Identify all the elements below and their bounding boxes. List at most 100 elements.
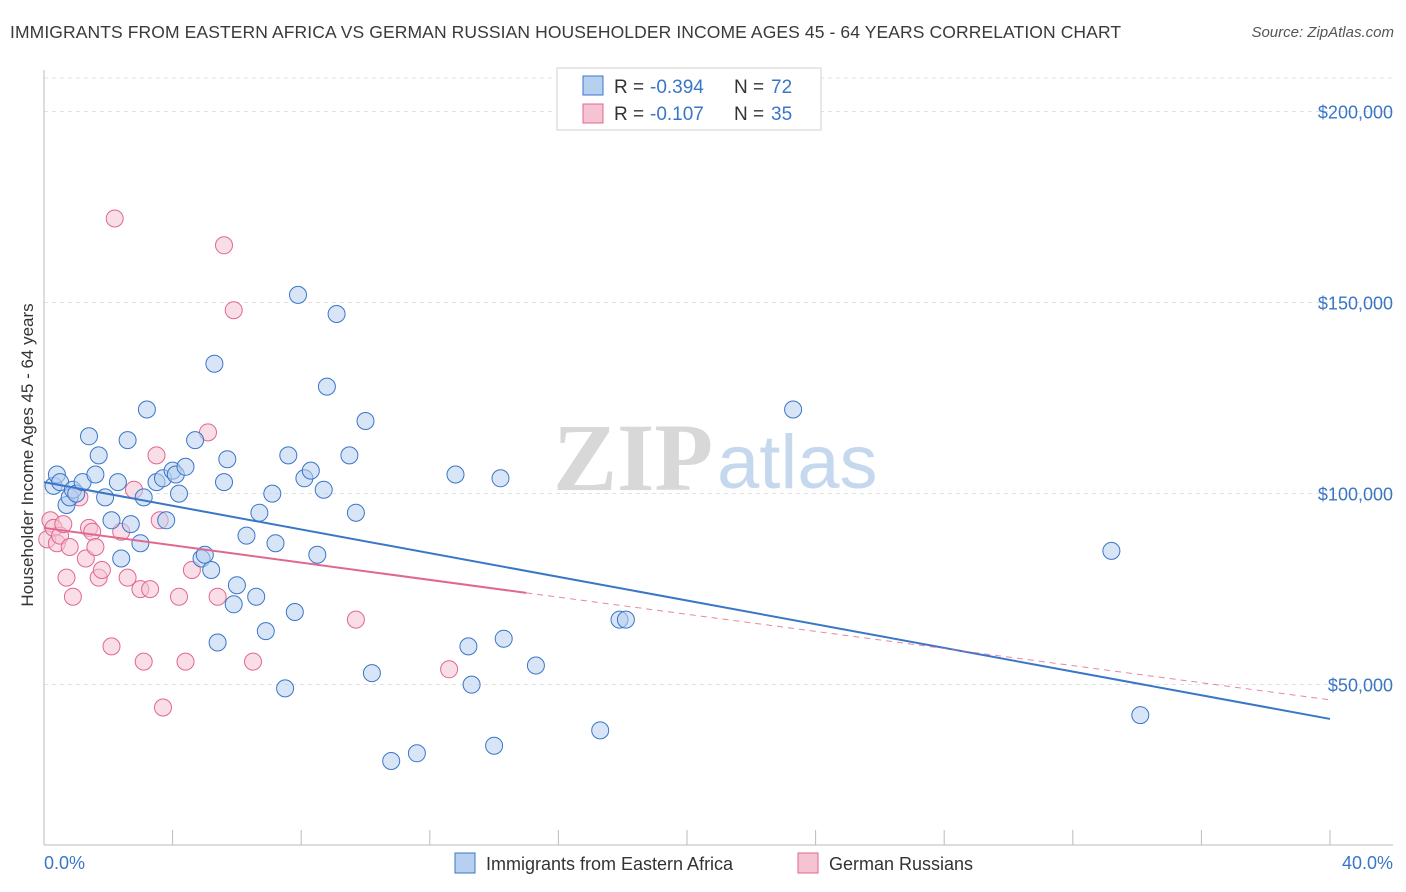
- watermark-atlas: atlas: [717, 420, 878, 505]
- data-point: [224, 301, 243, 320]
- data-point: [186, 431, 205, 450]
- data-point: [137, 400, 156, 419]
- data-point: [616, 610, 635, 629]
- legend-r-label-2: R =: [614, 104, 644, 125]
- data-point: [60, 538, 79, 556]
- bottom-legend-label-blue: Immigrants from Eastern Africa: [486, 854, 734, 874]
- legend-r-value-2: -0.107: [650, 104, 704, 125]
- x-tick-max: 40.0%: [1342, 853, 1393, 873]
- trend-line-pink-extension: [526, 592, 1331, 701]
- legend-swatch-pink: [582, 103, 604, 124]
- legend-n-label-1: N =: [734, 77, 764, 98]
- source-label: Source: ZipAtlas.com: [1251, 24, 1394, 41]
- legend-r-label-1: R =: [614, 77, 644, 98]
- data-point: [591, 721, 610, 740]
- data-point: [289, 285, 307, 304]
- data-point: [459, 637, 478, 656]
- series-immigrants-eastern-africa: [44, 285, 1150, 770]
- watermark-zip: ZIP: [553, 404, 713, 511]
- data-point: [1102, 541, 1121, 560]
- data-point: [382, 752, 401, 770]
- data-point: [263, 484, 282, 503]
- data-point: [105, 209, 124, 228]
- legend-n-label-2: N =: [734, 104, 764, 125]
- data-point: [1131, 706, 1150, 725]
- data-point: [218, 450, 237, 469]
- data-point: [141, 580, 160, 599]
- data-point: [279, 446, 298, 465]
- data-point: [276, 679, 295, 698]
- data-point: [327, 305, 346, 323]
- data-point: [440, 660, 459, 679]
- data-point: [176, 457, 195, 476]
- y-tick-label: $150,000: [1318, 294, 1393, 314]
- chart-title: IMMIGRANTS FROM EASTERN AFRICA VS GERMAN…: [10, 22, 1122, 42]
- data-point: [157, 511, 176, 530]
- data-point: [208, 633, 227, 652]
- legend-r-value-1: -0.394: [650, 77, 704, 98]
- legend-n-value-1: 72: [771, 77, 792, 98]
- data-point: [92, 561, 111, 579]
- data-point: [118, 568, 137, 587]
- data-point: [526, 656, 545, 675]
- data-point: [346, 503, 365, 522]
- x-tick-min: 0.0%: [44, 853, 85, 873]
- data-point: [89, 446, 108, 465]
- series-legend: Immigrants from Eastern Africa German Ru…: [454, 852, 973, 874]
- data-point: [784, 400, 803, 419]
- data-point: [314, 480, 333, 499]
- data-point: [237, 526, 256, 545]
- trend-line-blue: [43, 481, 1331, 720]
- y-axis-label: Householder Income Ages 45 - 64 years: [18, 303, 37, 606]
- data-point: [170, 587, 188, 606]
- y-tick-label: $100,000: [1318, 485, 1393, 505]
- data-point: [407, 744, 426, 763]
- data-point: [76, 549, 95, 568]
- data-point: [494, 629, 513, 648]
- data-point: [176, 652, 195, 671]
- data-point: [247, 587, 266, 606]
- bottom-legend-swatch-pink: [797, 852, 819, 874]
- trend-line-pink: [43, 526, 527, 594]
- data-point: [182, 561, 201, 579]
- data-point: [108, 473, 127, 492]
- data-point: [102, 637, 121, 656]
- data-point: [346, 610, 365, 629]
- grid: [44, 77, 1393, 686]
- data-point: [485, 736, 504, 755]
- data-point: [462, 675, 481, 694]
- data-point: [446, 465, 465, 484]
- data-point: [57, 568, 76, 587]
- data-point: [340, 446, 359, 465]
- data-point: [202, 561, 221, 579]
- y-tick-labels: $50,000 $100,000 $150,000 $200,000: [1318, 103, 1393, 696]
- data-point: [244, 652, 262, 671]
- data-point: [227, 576, 246, 595]
- data-point: [170, 484, 188, 503]
- data-point: [147, 446, 166, 465]
- data-point: [250, 503, 269, 522]
- data-point: [112, 549, 131, 568]
- data-point: [118, 431, 137, 450]
- data-point: [134, 488, 153, 507]
- data-point: [80, 427, 98, 446]
- y-tick-label: $200,000: [1318, 103, 1393, 123]
- data-point: [131, 534, 150, 553]
- data-point: [121, 515, 140, 534]
- data-point: [491, 469, 510, 488]
- bottom-legend-label-pink: German Russians: [829, 854, 973, 874]
- data-point: [356, 412, 375, 430]
- data-point: [215, 236, 233, 255]
- data-point: [266, 534, 285, 553]
- data-point: [224, 595, 243, 614]
- data-point: [83, 522, 102, 541]
- data-point: [154, 698, 172, 717]
- legend-n-value-2: 35: [771, 104, 792, 125]
- legend-swatch-blue: [582, 75, 604, 96]
- data-point: [63, 587, 82, 606]
- data-point: [256, 622, 275, 641]
- bottom-legend-swatch-blue: [454, 852, 476, 874]
- data-point: [308, 545, 327, 564]
- axes: [43, 70, 1393, 846]
